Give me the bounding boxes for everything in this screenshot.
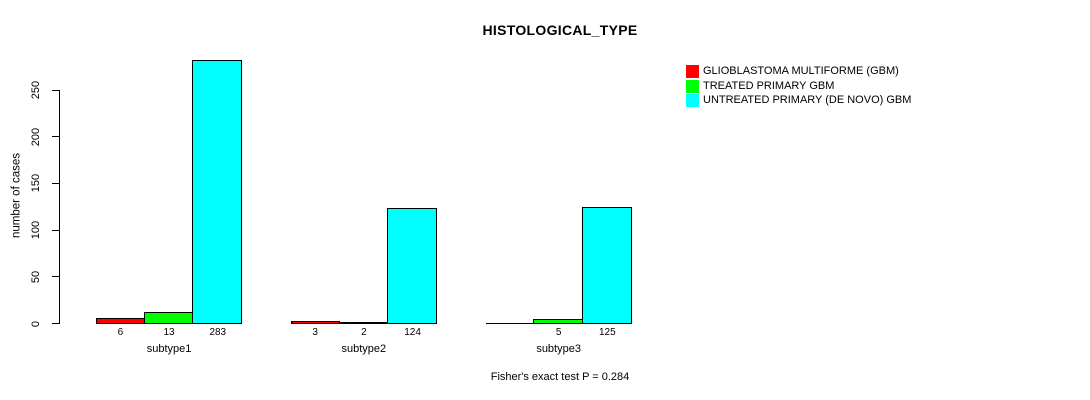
chart-title: HISTOLOGICAL_TYPE [482, 22, 638, 38]
bar-value-label: 5 [555, 327, 562, 338]
legend-swatch [686, 94, 699, 108]
legend-swatch [686, 65, 699, 78]
legend-item: TREATED PRIMARY GBM [686, 79, 835, 93]
y-axis-tick-label: 0 [30, 320, 42, 327]
bar-zero-baseline [486, 323, 534, 324]
bar [144, 312, 193, 324]
legend-label: TREATED PRIMARY GBM [703, 79, 835, 92]
bar [339, 322, 388, 324]
bar [387, 208, 437, 324]
y-axis-line [58, 89, 60, 324]
y-axis-tick [51, 276, 59, 278]
y-axis-tick-label: 50 [30, 270, 42, 283]
legend-item: GLIOBLASTOMA MULTIFORME (GBM) [686, 65, 899, 78]
y-axis-tick-label: 150 [30, 174, 42, 193]
bar-value-label: 6 [117, 327, 124, 338]
bar [582, 207, 632, 324]
footer-stat-text: Fisher's exact test P = 0.284 [490, 371, 630, 383]
bar [192, 60, 242, 324]
legend-swatch [686, 79, 699, 93]
legend-label: GLIOBLASTOMA MULTIFORME (GBM) [703, 65, 899, 77]
y-axis-tick [51, 182, 59, 184]
legend-label: UNTREATED PRIMARY (DE NOVO) GBM [703, 94, 912, 107]
y-axis-tick [51, 323, 59, 324]
bar-value-label: 13 [163, 327, 175, 338]
y-axis-tick-label: 100 [30, 220, 42, 240]
bar-value-label: 124 [404, 327, 421, 338]
y-axis-tick [51, 229, 59, 231]
bar-value-label: 283 [209, 327, 227, 338]
bar [291, 321, 340, 324]
category-label: subtype1 [146, 343, 192, 355]
y-axis-tick-label: 250 [30, 80, 42, 100]
bar [533, 319, 583, 324]
bar-value-label: 125 [599, 327, 616, 338]
legend-item: UNTREATED PRIMARY (DE NOVO) GBM [686, 94, 912, 108]
category-label: subtype2 [341, 343, 387, 355]
y-axis-tick [51, 89, 59, 91]
bar-value-label: 3 [312, 327, 318, 338]
bar [96, 318, 145, 324]
bar-value-label: 2 [361, 327, 367, 338]
category-label: subtype3 [536, 343, 581, 355]
y-axis-tick [51, 136, 59, 138]
y-axis-tick-label: 200 [30, 127, 42, 146]
